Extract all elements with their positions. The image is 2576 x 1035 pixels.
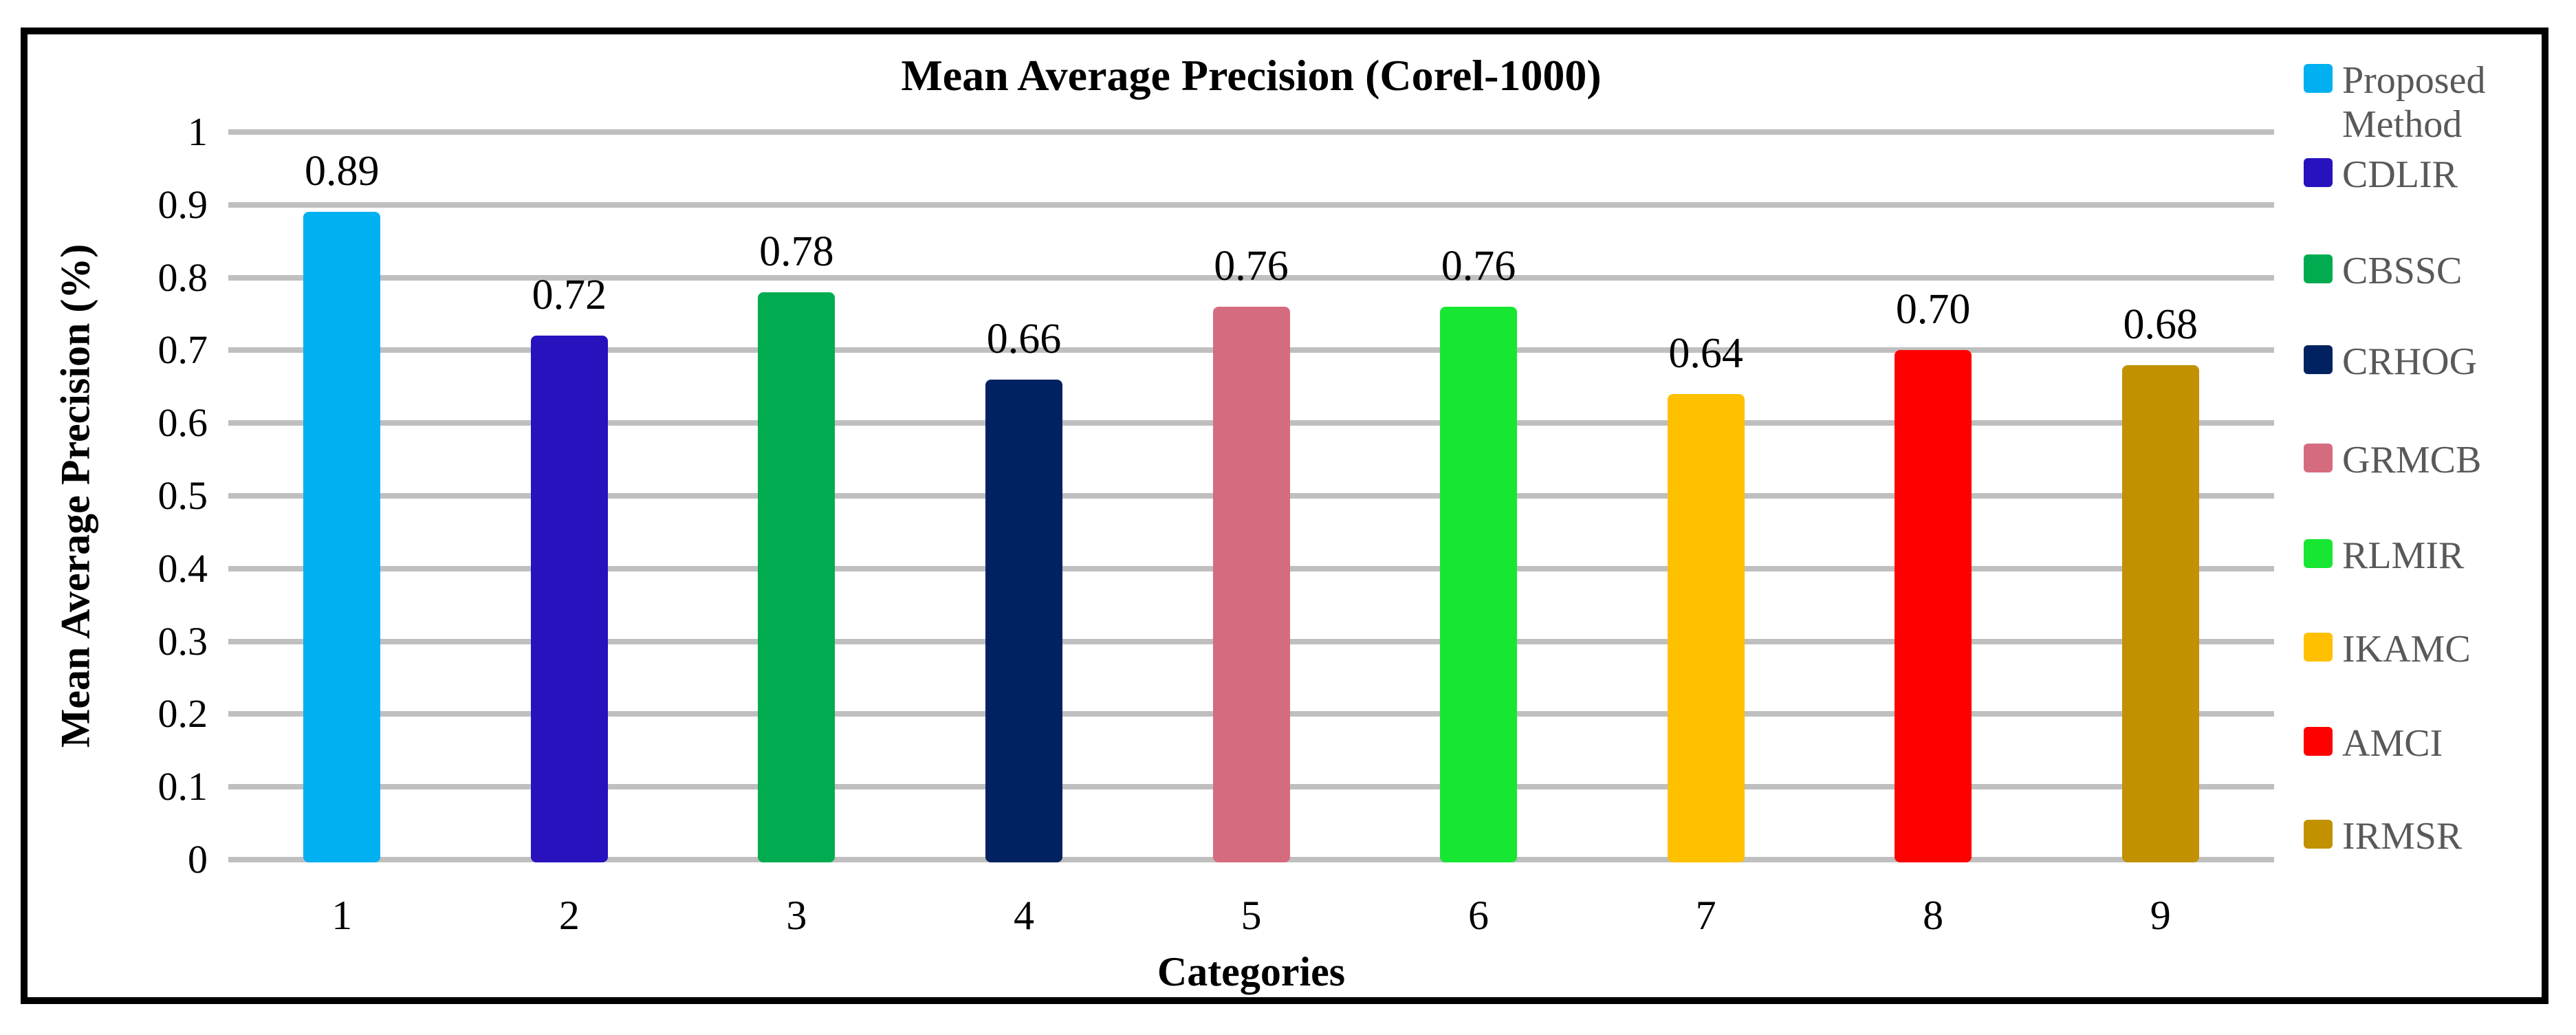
legend-swatch-icon	[2304, 254, 2333, 283]
legend-label: CBSSC	[2342, 250, 2463, 292]
legend-item-rlmir: RLMIR	[2304, 534, 2542, 578]
x-tick-label-5: 5	[1241, 893, 1262, 938]
bar-value-label-9: 0.68	[2123, 301, 2198, 348]
chart-border-frame	[21, 28, 2548, 1004]
legend-label: IKAMC	[2342, 628, 2471, 671]
legend-swatch-icon	[2304, 64, 2333, 93]
bar-category-2	[530, 336, 608, 862]
legend-label: IRMSR	[2342, 815, 2463, 858]
x-tick-label-8: 8	[1923, 893, 1944, 938]
plot-area: 0.89 0.72 0.78 0.66 0.76 0.76 0.64 0.70 0.68	[228, 129, 2274, 862]
x-tick-label-3: 3	[786, 893, 807, 938]
x-tick-label-9: 9	[2150, 893, 2171, 938]
y-tick-label-1: 1	[188, 109, 208, 154]
legend-swatch-icon	[2304, 345, 2333, 374]
legend-label: CDLIR	[2342, 153, 2458, 196]
legend-label: GRMCB	[2342, 439, 2482, 481]
legend-item-irmsr: IRMSR	[2304, 814, 2542, 858]
x-tick-label-4: 4	[1013, 893, 1034, 938]
legend-item-crhog: CRHOG	[2304, 340, 2542, 384]
x-tick-label-1: 1	[331, 893, 353, 938]
gridline-y-0.8	[228, 274, 2274, 281]
legend-label: CRHOG	[2342, 340, 2478, 383]
legend-swatch-icon	[2304, 158, 2333, 187]
bar-category-6	[1440, 306, 1518, 862]
gridline-y-0.9	[228, 201, 2274, 208]
y-tick-label-0.7: 0.7	[157, 327, 208, 373]
legend-swatch-icon	[2304, 727, 2333, 756]
legend-label: RLMIR	[2342, 534, 2465, 577]
bar-value-label-2: 0.72	[532, 272, 607, 319]
bar-category-9	[2121, 364, 2199, 862]
legend-item-cbssc: CBSSC	[2304, 249, 2542, 293]
legend-item-grmcb: GRMCB	[2304, 438, 2542, 482]
gridline-y-1	[228, 129, 2274, 135]
bar-value-label-8: 0.70	[1895, 286, 1971, 334]
y-tick-label-0.4: 0.4	[157, 545, 208, 591]
bar-category-5	[1212, 306, 1290, 862]
legend-swatch-icon	[2304, 633, 2333, 662]
bar-category-3	[758, 292, 836, 862]
y-tick-label-0.9: 0.9	[157, 182, 208, 227]
bar-value-label-1: 0.89	[305, 148, 380, 195]
legend-swatch-icon	[2304, 820, 2333, 849]
legend-item-amci: AMCI	[2304, 721, 2542, 765]
legend-swatch-icon	[2304, 444, 2333, 472]
x-tick-label-7: 7	[1695, 893, 1716, 938]
y-tick-label-0.8: 0.8	[157, 254, 208, 300]
y-tick-label-0: 0	[188, 837, 208, 882]
x-axis-title: Categories	[1157, 949, 1346, 994]
x-tick-label-2: 2	[558, 893, 580, 938]
bar-value-label-5: 0.76	[1214, 242, 1289, 290]
y-tick-label-0.3: 0.3	[157, 618, 208, 664]
bar-category-8	[1895, 350, 1972, 862]
y-tick-label-0.6: 0.6	[157, 400, 208, 446]
bar-category-4	[985, 379, 1062, 862]
legend-item-cdlir: CDLIR	[2304, 153, 2542, 197]
legend-label: Proposed Method	[2342, 59, 2486, 146]
legend-swatch-icon	[2304, 539, 2333, 568]
legend-label: AMCI	[2342, 722, 2443, 765]
bar-category-1	[303, 212, 381, 862]
bar-value-label-7: 0.64	[1668, 329, 1743, 377]
x-tick-label-6: 6	[1468, 893, 1489, 938]
bar-value-label-4: 0.66	[986, 315, 1062, 362]
bar-category-7	[1667, 393, 1745, 862]
bar-value-label-6: 0.76	[1441, 242, 1516, 290]
y-tick-label-0.2: 0.2	[157, 691, 208, 737]
y-tick-label-0.1: 0.1	[157, 764, 208, 809]
bar-value-label-3: 0.78	[759, 228, 834, 275]
y-tick-label-0.5: 0.5	[157, 473, 208, 518]
legend-item-proposed-method: Proposed Method	[2304, 58, 2542, 146]
chart-title: Mean Average Precision (Corel-1000)	[901, 51, 1602, 100]
legend-item-ikamc: IKAMC	[2304, 627, 2542, 671]
